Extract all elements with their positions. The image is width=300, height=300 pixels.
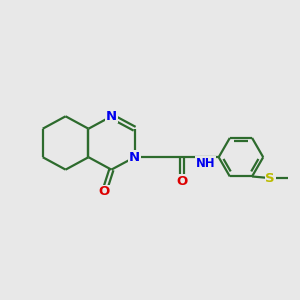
- Text: O: O: [176, 175, 188, 188]
- Text: O: O: [99, 185, 110, 198]
- Text: N: N: [106, 110, 117, 123]
- Text: N: N: [129, 151, 140, 164]
- Text: NH: NH: [196, 157, 215, 169]
- Text: S: S: [265, 172, 275, 184]
